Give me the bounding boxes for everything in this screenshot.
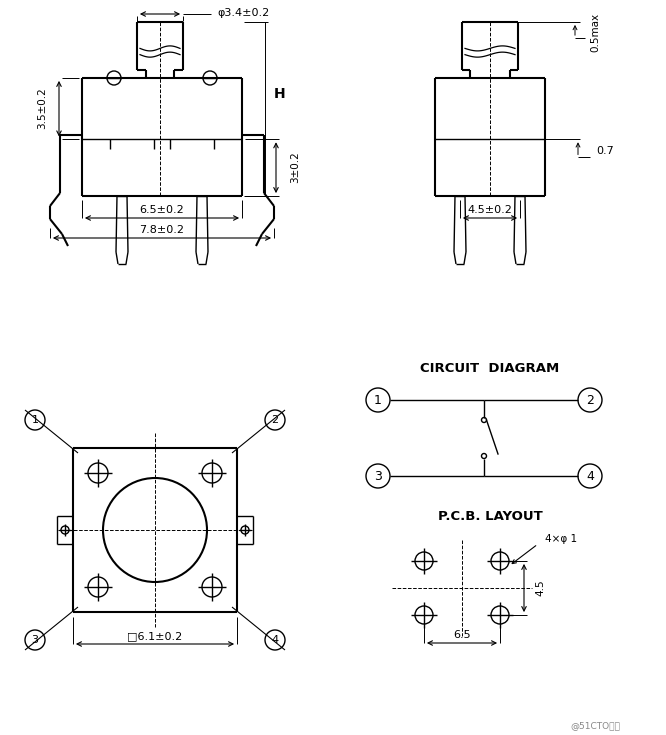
Text: 4×φ 1: 4×φ 1	[545, 534, 577, 544]
Text: 0.7: 0.7	[596, 146, 614, 157]
Text: 4.5±0.2: 4.5±0.2	[468, 205, 512, 215]
Text: 7.8±0.2: 7.8±0.2	[139, 225, 184, 235]
Text: @51CTO博客: @51CTO博客	[570, 722, 620, 731]
Text: 3±0.2: 3±0.2	[290, 151, 300, 183]
Text: 3: 3	[31, 635, 39, 645]
Text: H: H	[274, 87, 286, 101]
Text: φ3.4±0.2: φ3.4±0.2	[217, 8, 269, 18]
Text: 4: 4	[272, 635, 278, 645]
Text: 1: 1	[31, 415, 39, 425]
Text: 4.5: 4.5	[535, 580, 545, 596]
Text: 3.5±0.2: 3.5±0.2	[37, 87, 47, 129]
Text: 1: 1	[374, 393, 382, 406]
Text: P.C.B. LAYOUT: P.C.B. LAYOUT	[438, 509, 542, 523]
Text: 0.5max: 0.5max	[590, 12, 600, 51]
Text: 6.5±0.2: 6.5±0.2	[140, 205, 184, 215]
Text: 3: 3	[374, 470, 382, 482]
Text: 2: 2	[586, 393, 594, 406]
Text: 4: 4	[586, 470, 594, 482]
Text: CIRCUIT  DIAGRAM: CIRCUIT DIAGRAM	[420, 362, 559, 375]
Text: □6.1±0.2: □6.1±0.2	[127, 631, 182, 641]
Text: 6.5: 6.5	[453, 630, 471, 640]
Text: 2: 2	[272, 415, 278, 425]
